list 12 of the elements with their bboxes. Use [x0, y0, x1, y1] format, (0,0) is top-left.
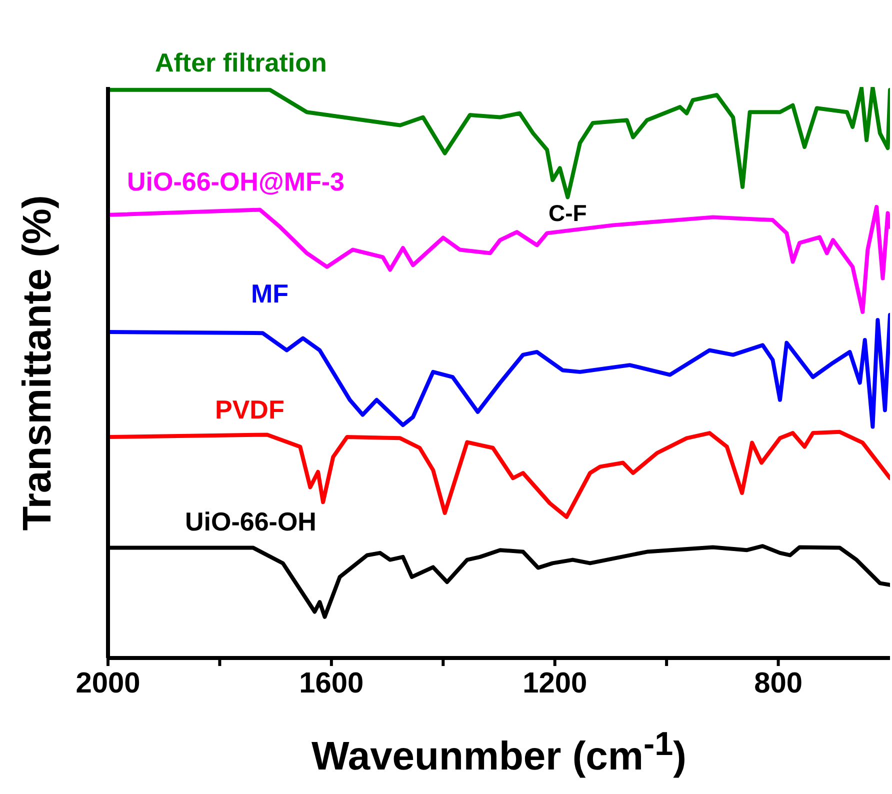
y-axis-title: Transmittante (%) — [16, 194, 60, 530]
x-tick-label: 2000 — [76, 668, 140, 700]
x-tick-label: 800 — [754, 668, 802, 700]
series-label: UiO-66-OH@MF-3 — [127, 166, 344, 198]
x-tick-label: 1600 — [299, 668, 364, 700]
series-label: UiO-66-OH — [185, 506, 316, 538]
x-tick-label: 1200 — [522, 668, 588, 700]
x-axis-title: Waveunmber (cm$^{-1}$) — [310, 726, 688, 780]
series-label: PVDF — [215, 394, 284, 426]
series-label: After filtration — [155, 47, 327, 78]
series-label: MF — [251, 278, 289, 310]
annotation: C-F — [548, 200, 587, 228]
